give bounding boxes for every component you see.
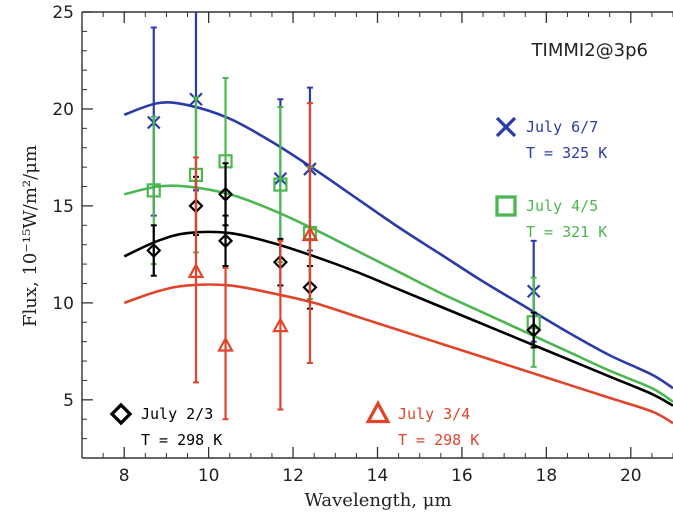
legend-marker (109, 402, 133, 426)
data-points (146, 12, 542, 421)
x-tick-label: 16 (451, 466, 473, 486)
legend-label: July 3/4 (398, 405, 470, 423)
data-point-july34-3 (301, 102, 319, 364)
x-axis-title: Wavelength, μm (304, 490, 451, 511)
legend-label: July 6/7 (526, 118, 598, 136)
legend-marker (495, 195, 517, 217)
point-marker (146, 183, 161, 198)
point-marker (187, 262, 205, 278)
data-point-july34-2 (272, 239, 289, 411)
legend-temperature: T = 298 K (141, 431, 222, 449)
x-tick-label: 10 (198, 466, 220, 486)
data-point-july34-1 (217, 266, 234, 421)
x-tick-label: 20 (620, 466, 642, 486)
y-tick-label: 20 (52, 100, 74, 120)
x-tick-label: 8 (119, 466, 130, 486)
y-tick-label: 5 (63, 391, 74, 411)
legend: July 6/7 T = 325 K July 4/5 T = 321 K July 2… (109, 116, 607, 449)
data-point-july45-3 (273, 106, 288, 264)
y-tick-label: 15 (52, 197, 74, 217)
legend-marker (495, 116, 517, 138)
point-marker (526, 322, 542, 338)
data-point-july23-6 (526, 311, 542, 349)
data-point-july34-0 (187, 156, 205, 384)
data-point-july23-3 (217, 214, 234, 268)
legend-temperature: T = 298 K (398, 431, 479, 449)
model-curve-july34 (123, 283, 673, 425)
x-tick-label: 14 (367, 466, 389, 486)
y-tick-label: 25 (52, 3, 74, 23)
legend-marker (365, 400, 391, 424)
legend-marker-group (495, 116, 517, 138)
model-curve-july23 (123, 230, 673, 407)
legend-marker-group (109, 402, 133, 426)
model-curve-july45 (123, 184, 673, 403)
point-marker (273, 177, 288, 192)
model-curve-july67 (123, 101, 673, 390)
point-marker (217, 336, 234, 352)
legend-entry-july23: July 2/3 T = 298 K (109, 402, 222, 449)
instrument-label: TIMMI2@3p6 (531, 40, 648, 61)
legend-label: July 2/3 (141, 405, 213, 423)
y-axis-title: Flux, 10⁻¹⁵W/m²/μm (20, 145, 41, 327)
legend-entry-july34: July 3/4 T = 298 K (365, 400, 479, 449)
legend-entry-july45: July 4/5 T = 321 K (495, 195, 607, 241)
legend-entry-july67: July 6/7 T = 325 K (495, 116, 607, 162)
point-marker (146, 242, 162, 259)
point-marker (217, 233, 234, 249)
legend-marker-group (365, 400, 391, 424)
point-marker (217, 186, 234, 202)
axis-ticks: 8 10 12 14 16 18 20 5 10 15 20 25 (52, 3, 673, 486)
x-tick-label: 18 (536, 466, 558, 486)
model-curves (123, 101, 673, 425)
legend-label: July 4/5 (526, 197, 598, 215)
legend-temperature: T = 325 K (526, 144, 607, 162)
legend-marker-stroke-b (495, 116, 517, 138)
legend-temperature: T = 321 K (526, 223, 607, 241)
data-point-july23-0 (146, 224, 162, 277)
point-marker (272, 316, 289, 333)
x-tick-label: 12 (282, 466, 304, 486)
point-marker (301, 225, 319, 242)
legend-marker-group (495, 195, 517, 217)
y-tick-label: 10 (52, 294, 74, 314)
